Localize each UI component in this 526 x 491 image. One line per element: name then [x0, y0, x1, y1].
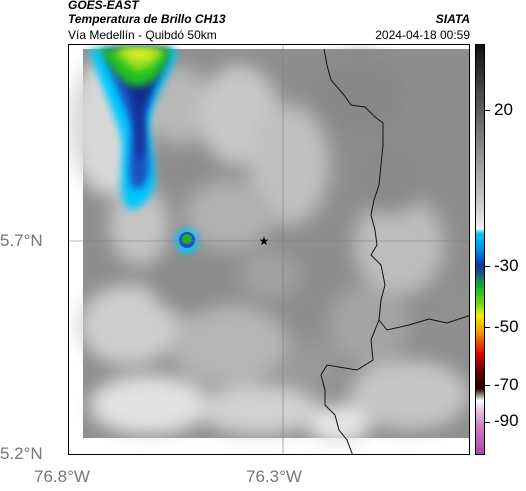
header-satellite: GOES-EAST [68, 0, 139, 12]
lat-label-5-7: 5.7°N [0, 231, 43, 250]
header-route: Vía Medellín - Quibdó 50km 2024-04-18 00… [68, 28, 470, 42]
star-icon: ★ [259, 234, 270, 248]
lon-label-76-3: 76.3°W [246, 467, 302, 486]
colorbar-label-m70: -70 [494, 375, 519, 394]
boundary-line [323, 48, 469, 331]
cb-tick-m70 [485, 385, 490, 386]
lat-label-5-2: 5.2°N [0, 444, 43, 463]
cb-tick-20 [485, 110, 490, 111]
satellite-map: ★ [68, 44, 470, 455]
route-label: Vía Medellín - Quibdó 50km [68, 28, 217, 42]
lon-label-76-8: 76.8°W [34, 467, 90, 486]
colorbar-label-m30: -30 [494, 256, 519, 275]
cloud-texture [69, 55, 469, 445]
org-label: SIATA [435, 12, 470, 26]
cb-tick-m30 [485, 266, 490, 267]
cb-tick-m90 [485, 422, 490, 423]
product-title: Temperatura de Brillo CH13 [68, 12, 226, 26]
timestamp-label: 2024-04-18 00:59 [375, 28, 470, 42]
colorbar [475, 44, 485, 455]
header-product: Temperatura de Brillo CH13 SIATA [68, 12, 470, 26]
colorbar-label-20: 20 [494, 100, 513, 119]
cb-tick-m50 [485, 327, 490, 328]
map-svg: ★ [69, 45, 469, 454]
colorbar-label-m50: -50 [494, 317, 519, 336]
boundary-line-2 [320, 319, 380, 454]
colorbar-label-m90: -90 [494, 411, 519, 430]
cold-cloud-plume [89, 49, 177, 209]
